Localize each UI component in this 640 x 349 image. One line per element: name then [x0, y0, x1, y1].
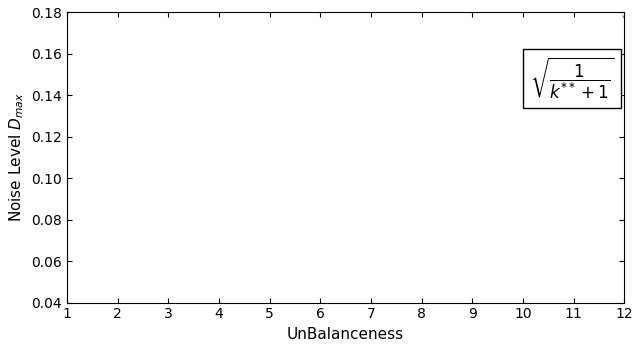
Y-axis label: Noise Level $D_{max}$: Noise Level $D_{max}$: [7, 93, 26, 222]
Text: $\sqrt{\dfrac{1}{k^{**}+1}}$: $\sqrt{\dfrac{1}{k^{**}+1}}$: [529, 55, 614, 101]
X-axis label: UnBalanceness: UnBalanceness: [287, 327, 404, 342]
